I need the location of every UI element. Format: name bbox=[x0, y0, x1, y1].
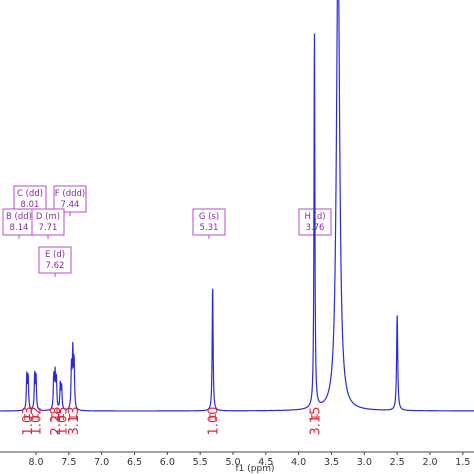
peak-label-multiplicity: B (dd) bbox=[6, 212, 32, 222]
peak-label-shift: 7.71 bbox=[39, 223, 58, 233]
x-tick-label: 4.0 bbox=[291, 457, 306, 468]
x-tick-label: 6.5 bbox=[127, 457, 142, 468]
peak-label-multiplicity: D (m) bbox=[36, 212, 60, 222]
integral-value: 1.05 bbox=[55, 407, 70, 436]
peak-label-box bbox=[2, 208, 36, 236]
spectrum-layer bbox=[0, 0, 474, 412]
x-tick-label: 7.5 bbox=[61, 457, 76, 468]
peak-label-shift: 7.62 bbox=[46, 261, 65, 271]
integral-marker: 3.15 bbox=[308, 407, 323, 436]
x-tick-label: 7.0 bbox=[94, 457, 109, 468]
peak-label-box bbox=[13, 185, 47, 213]
peak-label-box bbox=[192, 208, 226, 236]
peak-label-layer: C (dd)8.01F (ddd)7.44B (dd)8.14D (m)7.71… bbox=[2, 185, 332, 277]
peak-label-G: G (s)5.31 bbox=[192, 208, 226, 239]
integral-marker: 1.02 bbox=[29, 407, 44, 436]
integral-value: 1.00 bbox=[207, 407, 222, 436]
peak-label-multiplicity: C (dd) bbox=[17, 189, 43, 199]
x-tick-label: 2.0 bbox=[422, 457, 437, 468]
peak-label-shift: 7.44 bbox=[61, 200, 80, 210]
integral-marker: 1.00 bbox=[207, 407, 222, 436]
integral-value: 3.15 bbox=[308, 407, 323, 436]
x-tick-label: 6.0 bbox=[160, 457, 175, 468]
integral-marker: 1.03 bbox=[21, 407, 36, 436]
x-tick-label: 5.5 bbox=[193, 457, 208, 468]
peak-label-shift: 8.14 bbox=[10, 223, 29, 233]
peak-label-D: D (m)7.71 bbox=[31, 208, 65, 239]
integral-marker: 3.13 bbox=[67, 407, 82, 436]
x-axis: 8.0 7.5 7.0 6.5 6.0 5.5 5.0 4.5 4.0 3.5 3.0 2.5 2.0 1… bbox=[0, 451, 474, 468]
x-tick-label: 1.5 bbox=[455, 457, 470, 468]
x-tick-label: 8.0 bbox=[28, 457, 43, 468]
integral-marker: 2.28 bbox=[49, 407, 64, 436]
integral-marker: 1.05 bbox=[55, 407, 70, 436]
integral-value: 1.03 bbox=[21, 407, 36, 436]
peak-label-box bbox=[38, 246, 72, 274]
integral-value: 2.28 bbox=[49, 407, 64, 436]
x-tick-label: 4.5 bbox=[258, 457, 273, 468]
integral-layer: 1.031.02 2.281.053.13 1.00 3.15 bbox=[21, 407, 323, 436]
integral-value: 1.02 bbox=[29, 407, 44, 436]
integral-value: 3.13 bbox=[67, 407, 82, 436]
spectrum-trace bbox=[0, 0, 474, 412]
peak-label-multiplicity: F (ddd) bbox=[55, 189, 85, 199]
peak-label-multiplicity: G (s) bbox=[199, 212, 219, 222]
peak-label-shift: 8.01 bbox=[21, 200, 40, 210]
peak-label-multiplicity: E (d) bbox=[45, 250, 65, 260]
peak-label-shift: 5.31 bbox=[200, 223, 219, 233]
x-axis-title: f1 (ppm) bbox=[236, 464, 275, 474]
peak-label-F: F (ddd)7.44 bbox=[53, 185, 87, 216]
x-tick-label: 3.5 bbox=[324, 457, 339, 468]
peak-label-B: B (dd)8.14 bbox=[2, 208, 36, 239]
peak-label-E: E (d)7.62 bbox=[38, 246, 72, 277]
x-tick-label: 2.5 bbox=[390, 457, 405, 468]
x-tick-label: 5.0 bbox=[225, 457, 240, 468]
x-tick-label: 3.0 bbox=[357, 457, 372, 468]
